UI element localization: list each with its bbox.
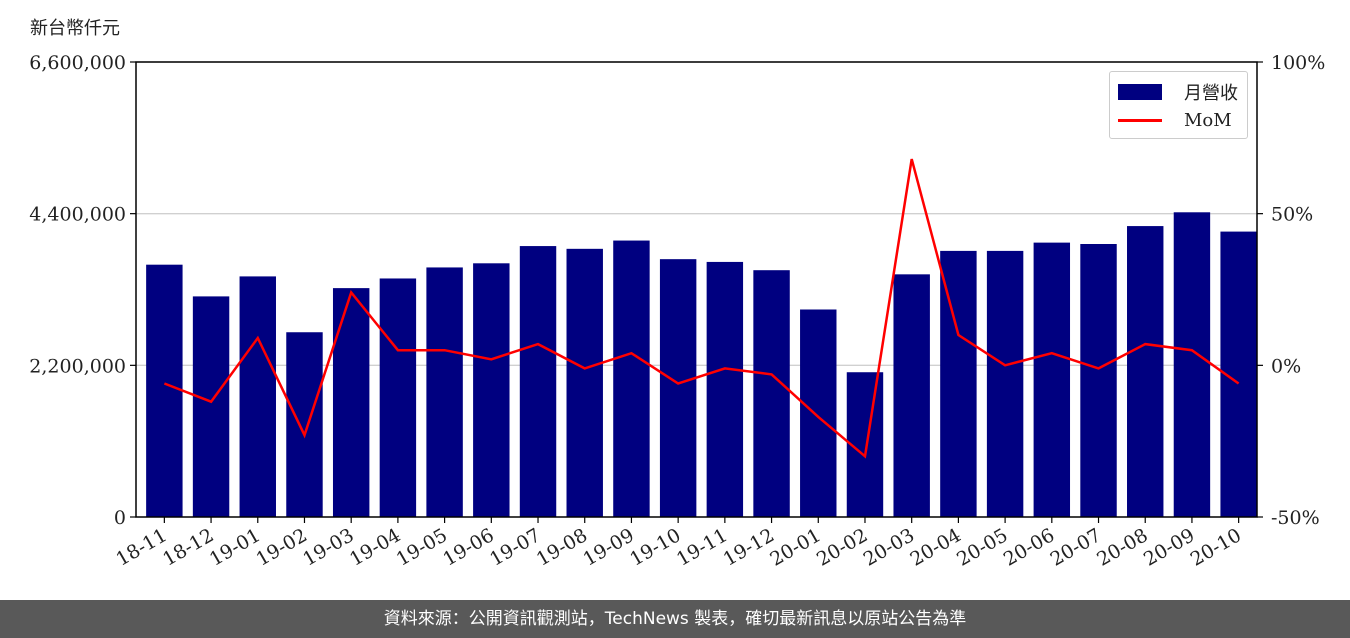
revenue-bar — [1080, 244, 1117, 517]
x-axis-ticks: 18-1118-1219-0119-0219-0319-0419-0519-06… — [112, 517, 1245, 571]
x-tick-label: 19-09 — [579, 524, 637, 570]
revenue-bar — [239, 276, 276, 517]
x-tick-label: 20-01 — [766, 524, 824, 570]
x-tick-label: 20-10 — [1187, 524, 1245, 570]
x-tick-label: 19-07 — [486, 524, 544, 570]
mom-line — [163, 158, 1240, 459]
x-tick-label: 19-01 — [206, 524, 264, 570]
left-tick-label: 0 — [114, 507, 126, 529]
axes — [135, 61, 1258, 518]
revenue-bar — [379, 278, 417, 517]
revenue-bar — [800, 309, 837, 517]
x-tick-label: 19-08 — [533, 524, 591, 570]
x-tick-label: 18-11 — [112, 524, 170, 570]
revenue-bar — [1127, 226, 1164, 518]
legend-label-revenue: 月營收 — [1184, 83, 1238, 104]
x-tick-label: 19-04 — [346, 524, 404, 570]
x-tick-label: 20-09 — [1140, 524, 1198, 570]
revenue-bar — [893, 274, 930, 517]
revenue-bar — [473, 263, 510, 517]
y-axis-unit-label: 新台幣仟元 — [30, 18, 120, 39]
revenue-bar — [519, 246, 557, 517]
revenue-bar — [146, 264, 183, 517]
right-tick-label: 100% — [1271, 52, 1325, 74]
revenue-bar — [332, 288, 370, 517]
chart: 0 2,200,000 4,400,000 6,600,000 -50% 0% 50% 10… — [29, 52, 1325, 571]
x-tick-label: 19-12 — [720, 524, 778, 570]
revenue-bar — [613, 240, 650, 517]
x-tick-label: 20-07 — [1047, 524, 1105, 570]
revenue-bar — [986, 250, 1024, 518]
legend-item-mom: MoM — [1118, 108, 1232, 132]
x-tick-label: 18-12 — [159, 524, 217, 570]
revenue-bar — [659, 259, 697, 517]
x-tick-label: 20-06 — [1000, 524, 1058, 570]
legend-item-revenue: 月營收 — [1118, 80, 1238, 104]
revenue-bar — [192, 296, 230, 517]
legend-label-mom: MoM — [1184, 109, 1232, 131]
revenue-bar — [706, 261, 744, 517]
x-tick-label: 20-05 — [953, 524, 1011, 570]
x-tick-label: 19-05 — [393, 524, 451, 570]
right-tick-label: -50% — [1271, 507, 1320, 529]
left-tick-label: 4,400,000 — [29, 204, 126, 226]
right-tick-label: 0% — [1271, 355, 1301, 377]
revenue-bar — [1033, 242, 1071, 517]
revenue-bar — [940, 250, 977, 518]
x-tick-label: 20-08 — [1093, 524, 1151, 570]
x-tick-label: 19-06 — [439, 524, 497, 570]
x-tick-label: 19-11 — [673, 524, 731, 570]
x-tick-label: 19-02 — [253, 524, 311, 570]
x-tick-label: 20-02 — [813, 524, 871, 570]
left-tick-label: 6,600,000 — [29, 52, 126, 74]
x-tick-label: 19-03 — [299, 524, 357, 570]
left-tick-label: 2,200,000 — [29, 355, 126, 377]
plot-frame — [135, 61, 1258, 518]
legend-swatch-line — [1118, 118, 1162, 122]
x-tick-label: 20-04 — [906, 524, 964, 570]
right-axis-ticks: -50% 0% 50% 100% — [1257, 52, 1325, 529]
revenue-bars — [146, 212, 1257, 518]
revenue-bar — [566, 248, 603, 518]
left-axis-ticks: 0 2,200,000 4,400,000 6,600,000 — [29, 52, 136, 529]
right-tick-label: 50% — [1271, 204, 1313, 226]
legend-swatch-bar — [1118, 84, 1162, 100]
revenue-bar — [753, 270, 790, 517]
revenue-bar — [286, 332, 323, 517]
revenue-bar — [426, 267, 463, 517]
footer-source-note: 資料來源：公開資訊觀測站，TechNews 製表，確切最新訊息以原站公告為準 — [0, 600, 1350, 638]
legend: 月營收 MoM — [1109, 71, 1248, 139]
x-tick-label: 19-10 — [626, 524, 684, 570]
x-tick-label: 20-03 — [860, 524, 918, 570]
revenue-bar — [1173, 212, 1211, 517]
